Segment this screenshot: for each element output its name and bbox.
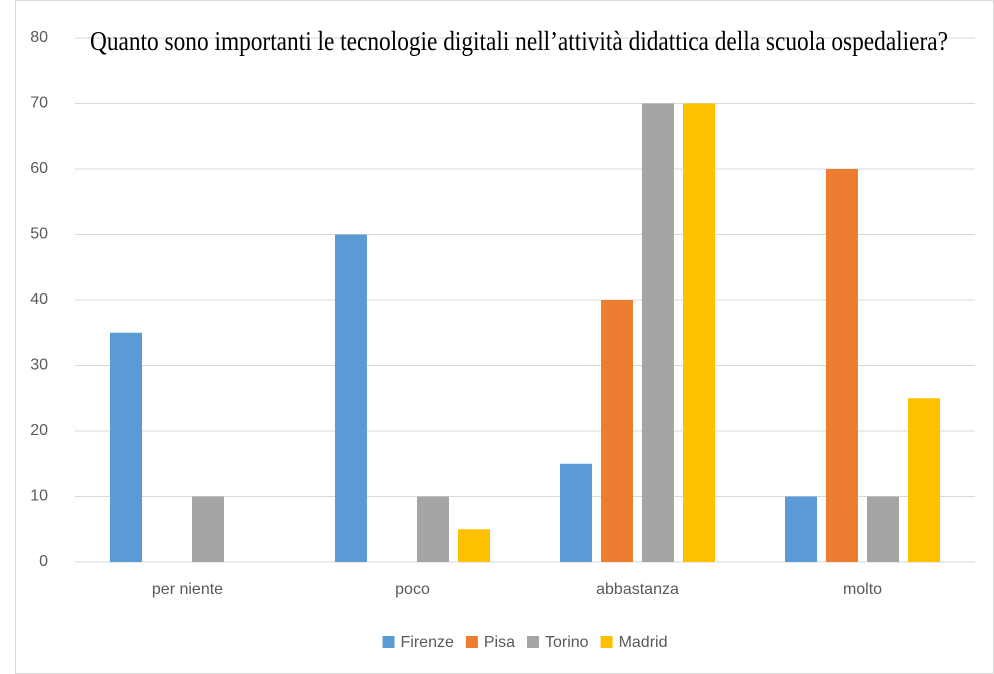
- bar: [601, 300, 633, 562]
- x-tick-label: abbastanza: [596, 581, 679, 598]
- legend-swatch: [600, 636, 613, 648]
- y-tick-label: 30: [30, 357, 48, 374]
- y-tick-label: 60: [30, 160, 48, 177]
- y-tick-label: 50: [30, 226, 48, 243]
- y-tick-label: 80: [30, 29, 48, 46]
- x-tick-label: poco: [395, 581, 430, 598]
- bar: [908, 398, 940, 562]
- legend-swatch: [527, 636, 539, 648]
- bar: [683, 103, 715, 562]
- y-tick-label: 70: [30, 95, 48, 112]
- bar: [867, 496, 899, 562]
- y-tick-label: 20: [30, 422, 48, 439]
- legend-label: Madrid: [619, 634, 668, 651]
- bar: [642, 103, 674, 562]
- y-tick-label: 40: [30, 291, 48, 308]
- bar: [192, 496, 224, 562]
- legend-swatch: [465, 636, 478, 648]
- bar: [458, 529, 490, 562]
- legend-label: Pisa: [484, 634, 515, 651]
- legend-label: Firenze: [401, 634, 454, 651]
- x-tick-label: per niente: [152, 581, 223, 598]
- legend-swatch: [382, 636, 395, 648]
- bar: [335, 234, 367, 562]
- bar: [560, 463, 592, 562]
- bar: [110, 332, 142, 562]
- legend-label: Torino: [545, 634, 589, 651]
- bar: [417, 496, 449, 562]
- x-tick-label: molto: [843, 581, 882, 598]
- bar: [826, 169, 858, 562]
- y-tick-label: 0: [39, 553, 48, 570]
- bar: [785, 496, 817, 562]
- chart-title: Quanto sono importanti le tecnologie dig…: [90, 26, 948, 56]
- y-tick-label: 10: [30, 488, 48, 505]
